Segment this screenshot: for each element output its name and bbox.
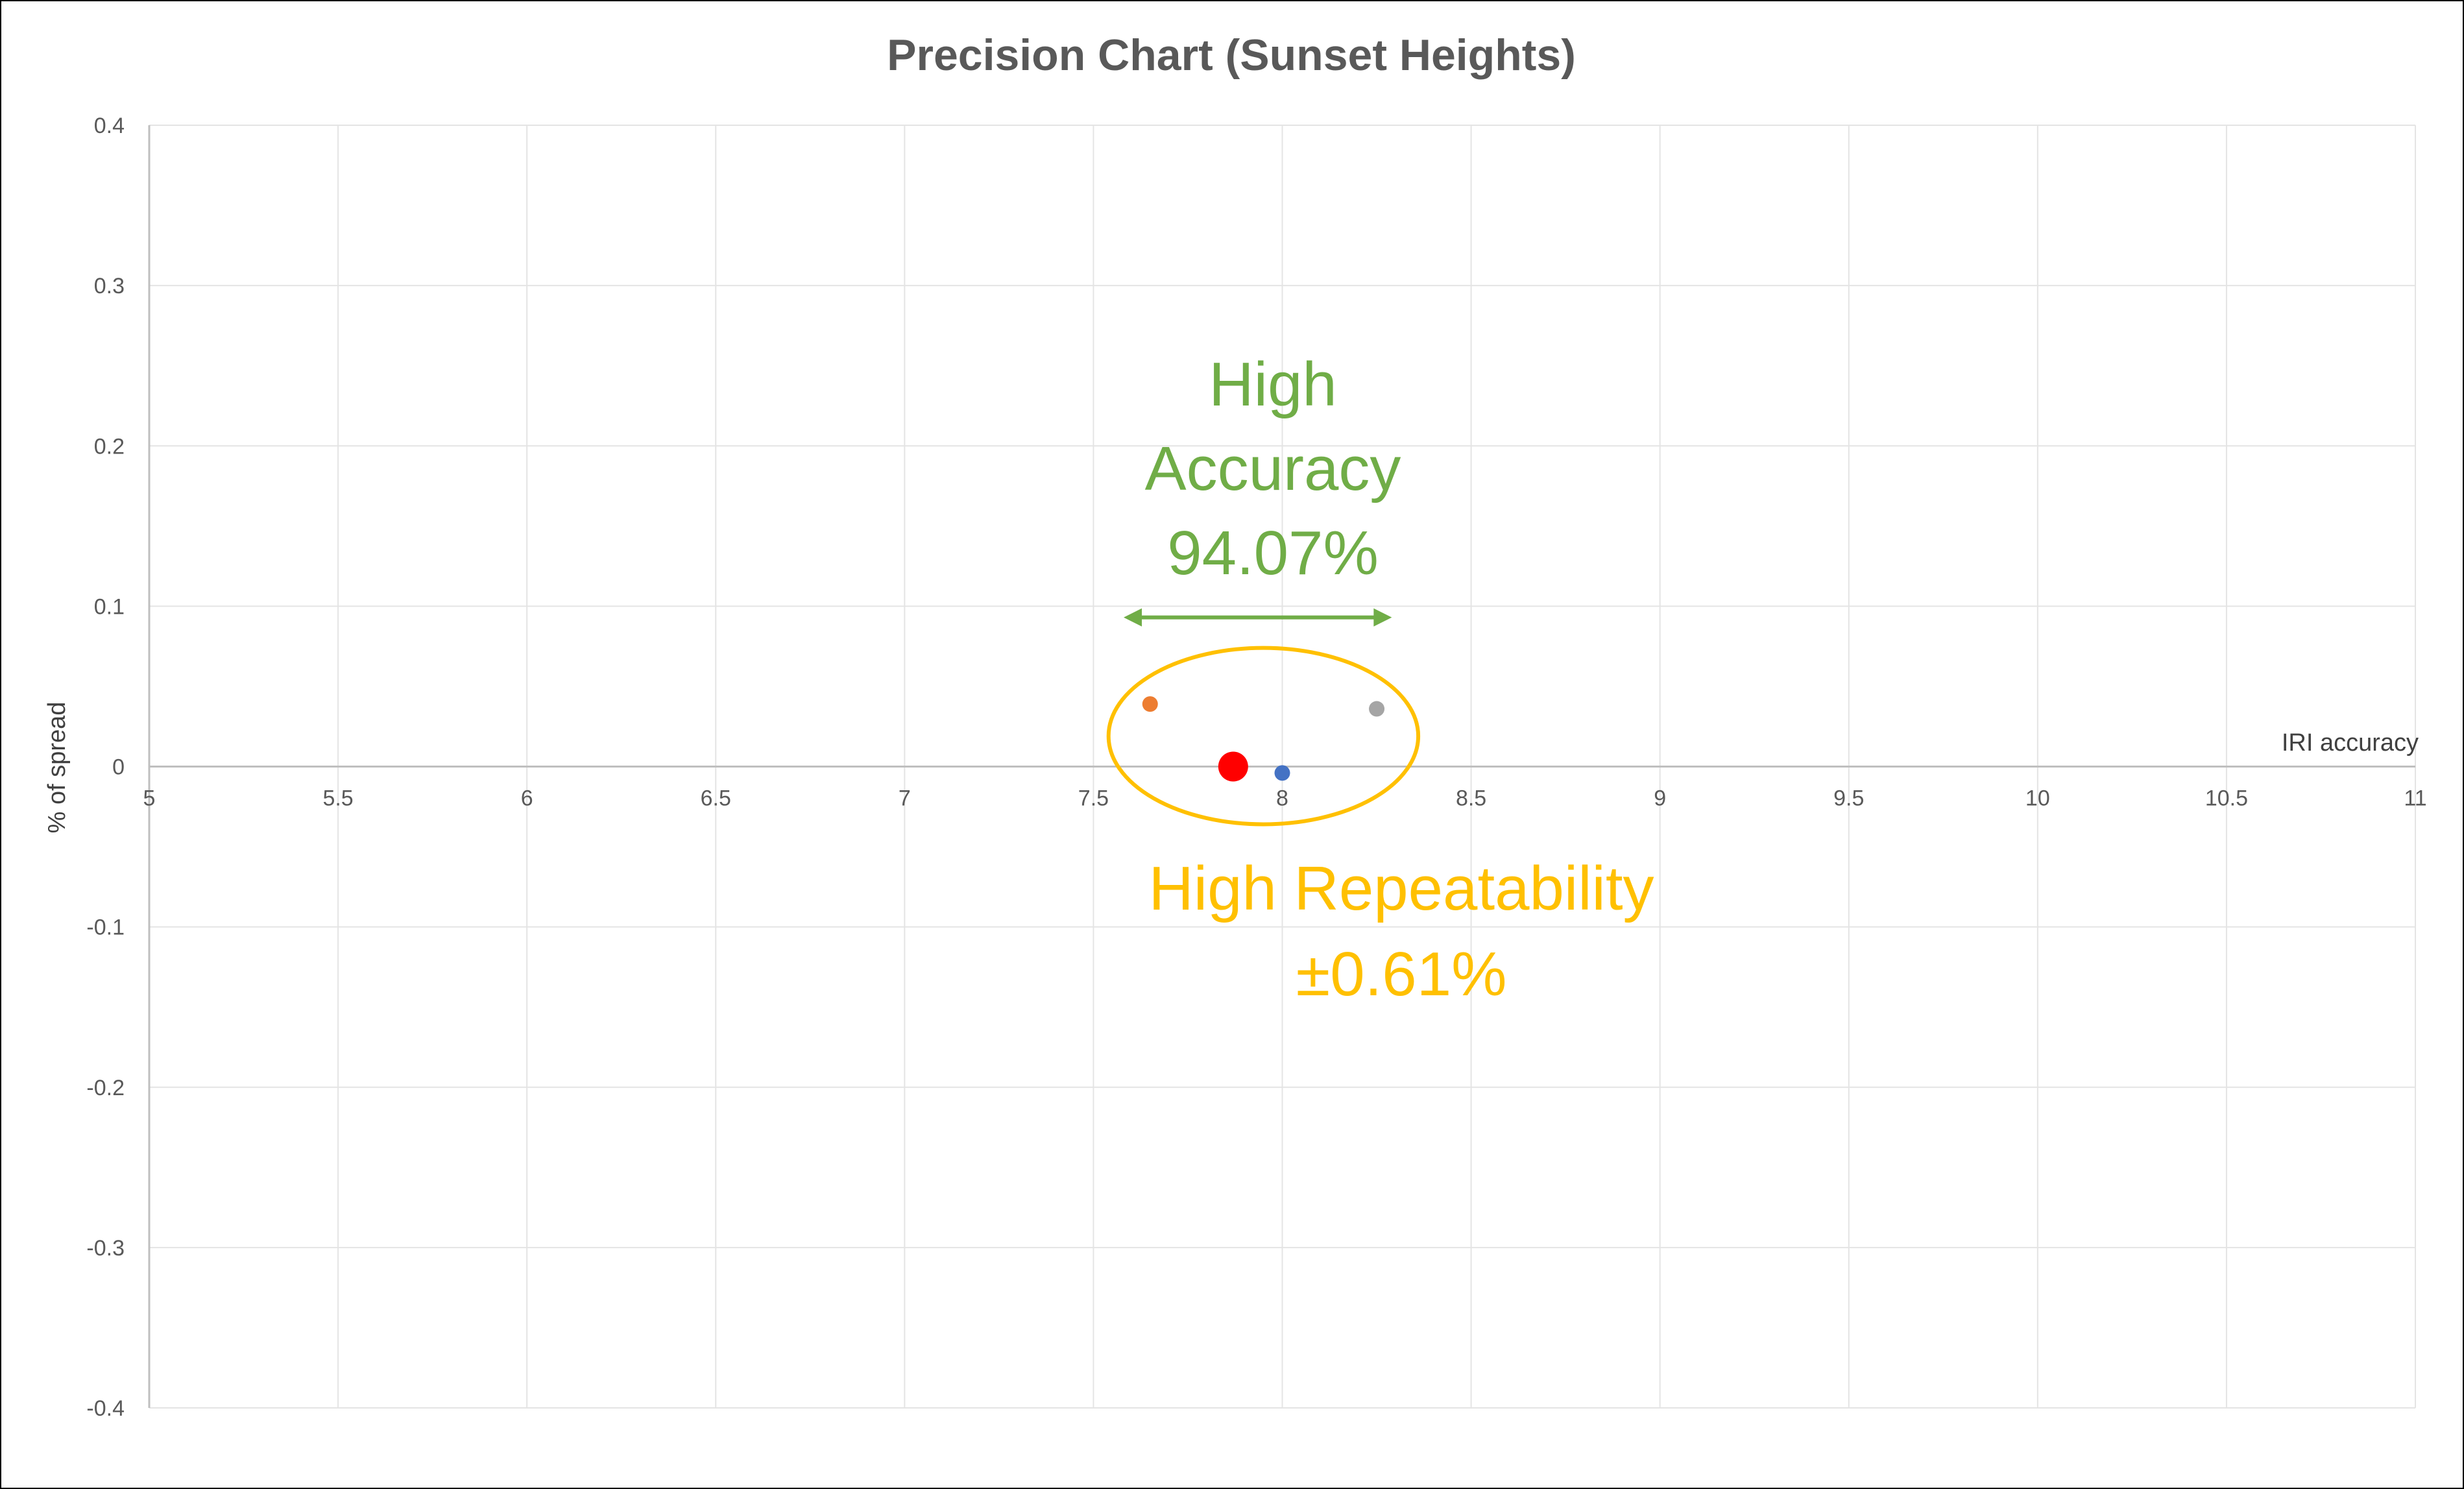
data-point	[1274, 765, 1290, 781]
x-tick-label: 11	[2404, 786, 2426, 811]
data-point	[1218, 751, 1248, 782]
data-points	[1142, 696, 1385, 782]
data-point	[1369, 701, 1385, 717]
x-tick-label: 10.5	[2205, 786, 2248, 811]
x-tick-label: 9	[1654, 786, 1666, 811]
data-point	[1142, 696, 1158, 712]
accuracy-arrowhead-left	[1123, 608, 1142, 627]
repeatability-ellipse	[1106, 646, 1421, 827]
x-tick-label: 6	[521, 786, 533, 811]
x-tick-label: 9.5	[1833, 786, 1864, 811]
y-tick-label: -0.4	[86, 1396, 125, 1421]
annotations: High Repeatability ±0.61% High Accuracy 94.0…	[1106, 350, 1654, 1009]
repeatability-label: ±0.61%	[1296, 939, 1507, 1009]
x-tick-label: 8	[1276, 786, 1288, 811]
accuracy-label: Accuracy	[1145, 434, 1401, 503]
x-axis-title: IRI accuracy	[2282, 729, 2419, 757]
accuracy-label: 94.07%	[1167, 518, 1379, 588]
y-tick-label: -0.2	[86, 1076, 125, 1100]
x-tick-label: 10	[2025, 786, 2050, 811]
repeatability-label: High Repeatability	[1148, 854, 1654, 923]
y-axis-title: % of spread	[43, 702, 71, 834]
chart-title: Precision Chart (Sunset Heights)	[887, 30, 1576, 80]
y-tick-label: -0.3	[86, 1236, 125, 1261]
y-tick-label: 0	[112, 755, 125, 780]
accuracy-arrowhead-right	[1373, 608, 1392, 627]
y-tick-label: 0.4	[94, 114, 125, 138]
x-tick-label: 5.5	[322, 786, 353, 811]
y-tick-label: 0.2	[94, 434, 125, 459]
x-tick-label: 5	[143, 786, 156, 811]
x-tick-label: 7	[899, 786, 911, 811]
x-tick-label: 7.5	[1078, 786, 1109, 811]
x-tick-label: 8.5	[1456, 786, 1486, 811]
x-tick-label: 6.5	[701, 786, 731, 811]
y-tick-label: 0.3	[94, 274, 125, 298]
tick-labels: 5 5.5 6 6.5 7 7.5 8 8.5 9 9.5 10 10.5 11 0.4 0.3 0.2 0.1…	[86, 114, 2426, 1421]
y-tick-label: 0.1	[94, 594, 125, 619]
accuracy-label: High	[1209, 350, 1336, 419]
y-tick-label: -0.1	[86, 915, 125, 940]
